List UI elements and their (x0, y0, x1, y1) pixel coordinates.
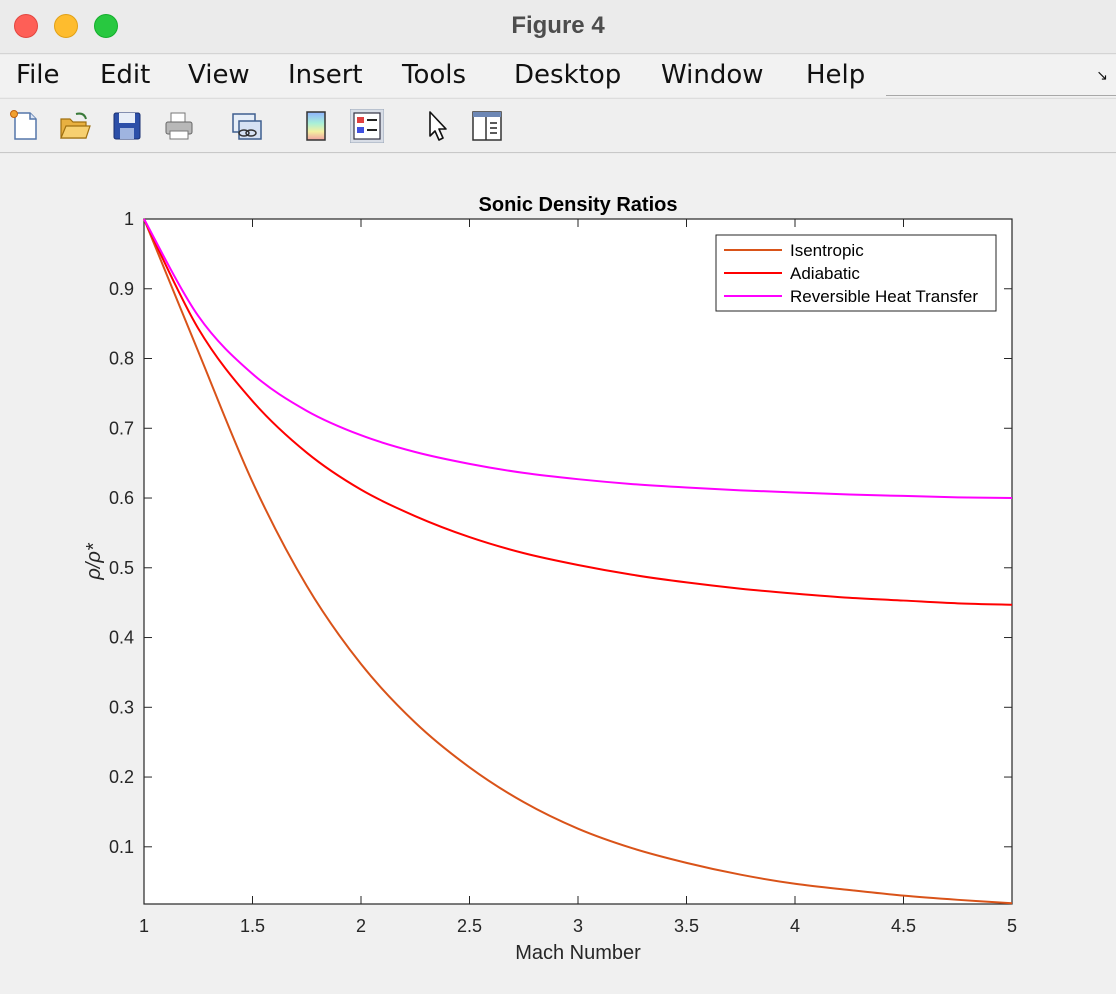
x-tick-label: 3 (573, 916, 583, 936)
y-tick-label: 0.8 (109, 349, 134, 369)
x-tick-label: 4 (790, 916, 800, 936)
x-axis-label: Mach Number (515, 942, 641, 964)
x-tick-label: 3.5 (674, 916, 699, 936)
x-tick-label: 1.5 (240, 916, 265, 936)
window-titlebar: Figure 4 (0, 0, 1116, 54)
series-line-reversible-heat-transfer[interactable] (143, 218, 1013, 500)
y-tick-label: 0.1 (109, 837, 134, 857)
minimize-window-button[interactable] (54, 14, 78, 38)
chart-title: Sonic Density Ratios (479, 194, 678, 216)
menu-bar: File Edit View Insert Tools Desktop Wind… (0, 55, 1116, 97)
legend[interactable]: Isentropic Adiabatic Reversible Heat Trans… (715, 234, 997, 312)
menu-tools[interactable]: Tools (402, 60, 467, 90)
legend-icon[interactable] (350, 109, 384, 143)
edit-plot-icon[interactable] (420, 109, 454, 143)
maximize-window-button[interactable] (94, 14, 118, 38)
x-tick-label: 5 (1007, 916, 1017, 936)
menu-edit[interactable]: Edit (100, 60, 151, 90)
menu-help[interactable]: Help (806, 60, 866, 90)
colorbar-icon[interactable] (300, 109, 334, 143)
link-plot-icon[interactable] (230, 109, 264, 143)
y-tick-label: 0.3 (109, 697, 134, 717)
legend-entry: Reversible Heat Transfer (790, 287, 978, 306)
x-tick-label: 1 (139, 916, 149, 936)
property-inspector-icon[interactable] (470, 109, 504, 143)
y-axis-label: ρ/ρ* (83, 542, 105, 580)
axes-background[interactable] (143, 218, 1013, 905)
window-title: Figure 4 (511, 12, 605, 39)
legend-entry: Adiabatic (790, 264, 860, 283)
dock-arrow-icon[interactable]: ↘ (1096, 67, 1108, 83)
series-line-adiabatic[interactable] (143, 218, 1013, 606)
menu-desktop[interactable]: Desktop (514, 60, 622, 90)
y-tick-label: 0.6 (109, 488, 134, 508)
plot-svg: 1 1.5 2 2.5 3 3.5 4 4.5 5 0.10.20.30.40.50.60.70… (83, 194, 1017, 964)
menu-insert[interactable]: Insert (288, 60, 363, 90)
print-icon[interactable] (162, 109, 196, 143)
menu-file[interactable]: File (16, 60, 60, 90)
x-tick-label: 2 (356, 916, 366, 936)
menu-view[interactable]: View (188, 60, 250, 90)
save-icon[interactable] (110, 109, 144, 143)
menu-window[interactable]: Window (661, 60, 764, 90)
x-tick-labels: 1 1.5 2 2.5 3 3.5 4 4.5 5 (139, 916, 1017, 936)
new-figure-icon[interactable] (8, 109, 42, 143)
y-tick-label: 0.5 (109, 558, 134, 578)
open-file-icon[interactable] (58, 109, 92, 143)
figure-toolbar (0, 98, 1116, 153)
x-tick-label: 2.5 (457, 916, 482, 936)
x-tick-label: 4.5 (891, 916, 916, 936)
menu-separator (886, 95, 1116, 96)
plot-lines (143, 218, 1013, 905)
y-tick-label: 0.7 (109, 418, 134, 438)
y-tick-label: 0.9 (109, 279, 134, 299)
legend-entry: Isentropic (790, 241, 864, 260)
y-tick-label: 0.2 (109, 767, 134, 787)
series-line-isentropic[interactable] (143, 218, 1013, 905)
y-tick-label: 1 (124, 209, 134, 229)
y-tick-labels: 0.1 0.2 0.3 0.4 0.5 0.6 0.7 0.8 0.9 1 (109, 209, 134, 857)
y-tick-label: 0.4 (109, 628, 134, 648)
close-window-button[interactable] (14, 14, 38, 38)
